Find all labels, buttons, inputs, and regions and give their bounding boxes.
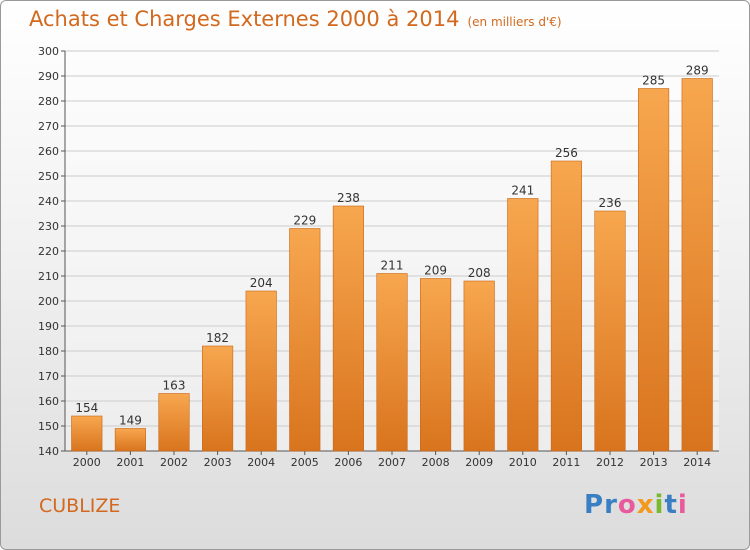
value-label-2008: 209 (424, 264, 447, 278)
y-tick-label-230: 230 (38, 220, 59, 233)
value-label-2001: 149 (119, 414, 142, 428)
logo-letter: i (677, 490, 688, 520)
x-tick-label-2011: 2011 (552, 456, 580, 469)
value-label-2003: 182 (206, 331, 229, 345)
y-tick-label-220: 220 (38, 245, 59, 258)
bar-2008 (420, 278, 452, 452)
x-tick-label-2013: 2013 (640, 456, 668, 469)
chart-title: Achats et Charges Externes 2000 à 2014 (29, 7, 460, 31)
bar-2002 (158, 393, 190, 452)
logo-letter: i (654, 490, 665, 520)
x-tick-label-2002: 2002 (160, 456, 188, 469)
x-tick-label-2014: 2014 (683, 456, 711, 469)
y-tick-label-260: 260 (38, 145, 59, 158)
y-tick-label-240: 240 (38, 195, 59, 208)
value-label-2002: 163 (163, 379, 186, 393)
x-tick-label-2001: 2001 (116, 456, 144, 469)
logo-letter: x (636, 490, 655, 520)
y-tick-label-190: 190 (38, 320, 59, 333)
proxiti-logo: Proxiti (584, 490, 688, 520)
logo-letter: r (604, 490, 618, 520)
bar-2010 (507, 198, 539, 452)
y-tick-label-210: 210 (38, 270, 59, 283)
x-tick-label-2005: 2005 (291, 456, 319, 469)
value-label-2000: 154 (75, 401, 98, 415)
value-label-2009: 208 (468, 266, 491, 280)
y-tick-label-180: 180 (38, 345, 59, 358)
y-tick-label-150: 150 (38, 420, 59, 433)
value-label-2006: 238 (337, 191, 360, 205)
bar-2009 (463, 280, 495, 452)
bar-2001 (114, 428, 146, 452)
x-tick-label-2009: 2009 (465, 456, 493, 469)
bar-2013 (638, 88, 670, 452)
label-layer: 154 149 163 182 204 229 238 211 209 208 241 256 236 2… (75, 64, 708, 428)
x-tick-label-2012: 2012 (596, 456, 624, 469)
x-tick-label-2008: 2008 (422, 456, 450, 469)
bar-2006 (332, 205, 364, 452)
x-tick-label-2004: 2004 (247, 456, 275, 469)
y-tick-label-300: 300 (38, 45, 59, 58)
bar-2003 (202, 345, 234, 452)
value-label-2012: 236 (599, 196, 622, 210)
y-tick-label-270: 270 (38, 120, 59, 133)
value-label-2010: 241 (511, 184, 534, 198)
bar-2004 (245, 290, 277, 452)
y-tick-label-290: 290 (38, 70, 59, 83)
x-tick-label-2010: 2010 (509, 456, 537, 469)
bar-2011 (550, 160, 582, 452)
logo-letter: t (664, 490, 678, 520)
bar-2014 (681, 78, 713, 452)
y-tick-label-280: 280 (38, 95, 59, 108)
x-tick-label-2006: 2006 (334, 456, 362, 469)
value-label-2007: 211 (381, 259, 404, 273)
bar-2007 (376, 273, 408, 452)
axis-layer: 140 150 160 170 180 190 200 210 220 230 240 250 260 2… (38, 45, 719, 469)
value-label-2005: 229 (293, 214, 316, 228)
x-tick-label-2007: 2007 (378, 456, 406, 469)
y-tick-label-160: 160 (38, 395, 59, 408)
y-tick-label-200: 200 (38, 295, 59, 308)
x-tick-label-2000: 2000 (73, 456, 101, 469)
y-tick-label-140: 140 (38, 445, 59, 458)
y-tick-label-250: 250 (38, 170, 59, 183)
town-name: CUBLIZE (39, 495, 121, 517)
x-tick-label-2003: 2003 (204, 456, 232, 469)
bar-2005 (289, 228, 321, 452)
value-label-2004: 204 (250, 276, 273, 290)
y-tick-label-170: 170 (38, 370, 59, 383)
bar-2012 (594, 210, 626, 452)
bar-2000 (71, 415, 103, 452)
value-label-2014: 289 (686, 64, 709, 78)
value-label-2013: 285 (642, 74, 665, 88)
chart-title-block: Achats et Charges Externes 2000 à 2014 (e… (29, 7, 562, 31)
value-label-2011: 256 (555, 146, 578, 160)
logo-letter: o (617, 490, 637, 520)
logo-letter: P (584, 490, 605, 520)
bar-layer (71, 78, 713, 452)
chart-subtitle: (en milliers d'€) (467, 15, 562, 29)
